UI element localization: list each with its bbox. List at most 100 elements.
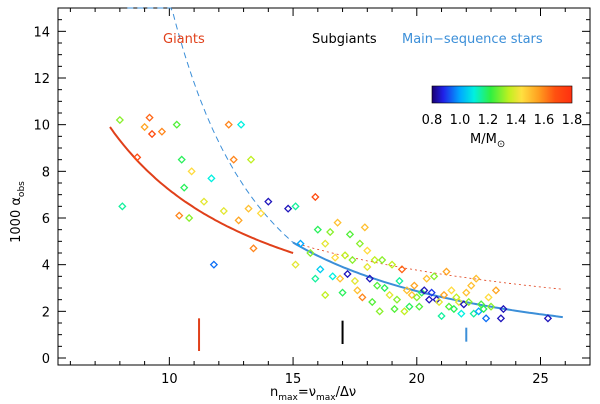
data-point — [172, 120, 181, 129]
x-tick-label: 10 — [161, 372, 178, 387]
x-axis-label-sub: max — [278, 393, 298, 403]
data-point — [219, 206, 228, 216]
giants-fit-curve — [109, 126, 294, 254]
data-point — [486, 302, 496, 311]
data-point — [199, 197, 209, 206]
data-point — [118, 202, 127, 211]
colorbar-label: M/M⊙ — [470, 132, 505, 150]
data-point — [284, 204, 293, 213]
data-point — [306, 248, 315, 258]
data-point — [439, 290, 449, 300]
data-point — [429, 272, 439, 281]
colorbar-label-main: M/M — [470, 132, 497, 147]
data-point — [405, 302, 414, 311]
colorbar-tick-label: 1.8 — [562, 113, 583, 128]
data-point — [363, 246, 372, 255]
data-point — [256, 209, 266, 218]
data-point — [264, 197, 273, 206]
data-point — [246, 155, 256, 164]
data-point — [311, 192, 320, 202]
data-point — [420, 286, 429, 295]
data-point — [331, 253, 340, 262]
data-point — [145, 113, 154, 122]
data-point — [496, 314, 506, 323]
y-tick-label: 2 — [42, 305, 50, 320]
data-point — [442, 267, 451, 276]
data-point — [185, 213, 194, 223]
data-point — [422, 274, 431, 283]
colorbar-tick-label: 1.6 — [534, 113, 555, 128]
marker-lines — [198, 318, 468, 351]
data-point — [321, 290, 330, 300]
label-giants: Giants — [163, 32, 205, 47]
y-tick-label: 0 — [42, 352, 50, 367]
data-point — [491, 286, 501, 295]
colorbar — [431, 85, 573, 104]
x-tick-label: 25 — [532, 372, 549, 387]
axis-ticks — [58, 7, 590, 365]
data-point — [147, 129, 157, 139]
data-point — [427, 288, 436, 297]
data-point — [343, 269, 352, 279]
data-point — [402, 286, 412, 295]
data-point — [370, 255, 379, 265]
data-point — [333, 218, 342, 227]
data-point — [368, 297, 377, 307]
data-point — [484, 293, 493, 302]
data-point — [328, 272, 337, 281]
x-axis-label-tail: /Δν — [336, 385, 357, 400]
x-axis-label: nmax=νmax/Δν — [270, 385, 356, 403]
data-point — [157, 127, 167, 136]
data-point — [140, 122, 149, 132]
data-point — [479, 304, 488, 314]
data-point — [457, 309, 466, 318]
data-point — [417, 288, 426, 297]
data-point — [472, 274, 481, 283]
colorbar-label-sub: ⊙ — [497, 139, 505, 150]
data-point — [395, 276, 404, 286]
data-point — [380, 283, 389, 293]
data-point — [350, 276, 360, 286]
data-point — [410, 281, 419, 290]
data-point — [358, 293, 367, 302]
x-axis-label-main: n — [270, 385, 278, 400]
data-point — [425, 295, 434, 304]
data-point — [335, 274, 345, 283]
colorbar-tick-label: 1.2 — [478, 113, 499, 128]
data-point — [338, 288, 347, 297]
colorbar-tick-label: 1.0 — [450, 113, 471, 128]
data-point — [360, 223, 369, 232]
y-axis-label: 1000 αobs — [9, 181, 27, 243]
data-point — [449, 304, 459, 314]
data-point — [543, 314, 553, 323]
data-point — [415, 302, 424, 311]
data-point — [177, 155, 186, 164]
data-point — [209, 260, 219, 269]
data-point — [175, 211, 184, 220]
data-point — [313, 225, 322, 234]
data-point — [316, 265, 325, 274]
data-point — [244, 204, 253, 213]
plot-frame — [57, 7, 591, 366]
data-point — [392, 295, 402, 304]
data-point — [229, 155, 238, 164]
data-point — [291, 260, 300, 269]
data-point — [207, 174, 216, 183]
data-point — [296, 239, 305, 248]
data-point — [291, 202, 300, 211]
ms-extrapolation-curve — [127, 7, 294, 243]
data-point — [467, 281, 476, 290]
label-subgiants: Subgiants — [312, 32, 377, 47]
y-tick-label: 14 — [33, 25, 50, 40]
data-point — [355, 239, 364, 248]
data-point — [499, 304, 508, 314]
axis-tick-labels: 10 15 20 25 0 2 4 6 8 10 12 14 — [33, 25, 548, 387]
data-point — [326, 227, 335, 237]
x-axis-label-rest: =ν — [298, 385, 316, 400]
data-point — [375, 307, 384, 316]
data-point — [434, 297, 444, 307]
data-point — [447, 286, 456, 295]
data-point — [481, 314, 491, 323]
y-tick-label: 10 — [33, 119, 50, 134]
data-point — [234, 216, 243, 225]
